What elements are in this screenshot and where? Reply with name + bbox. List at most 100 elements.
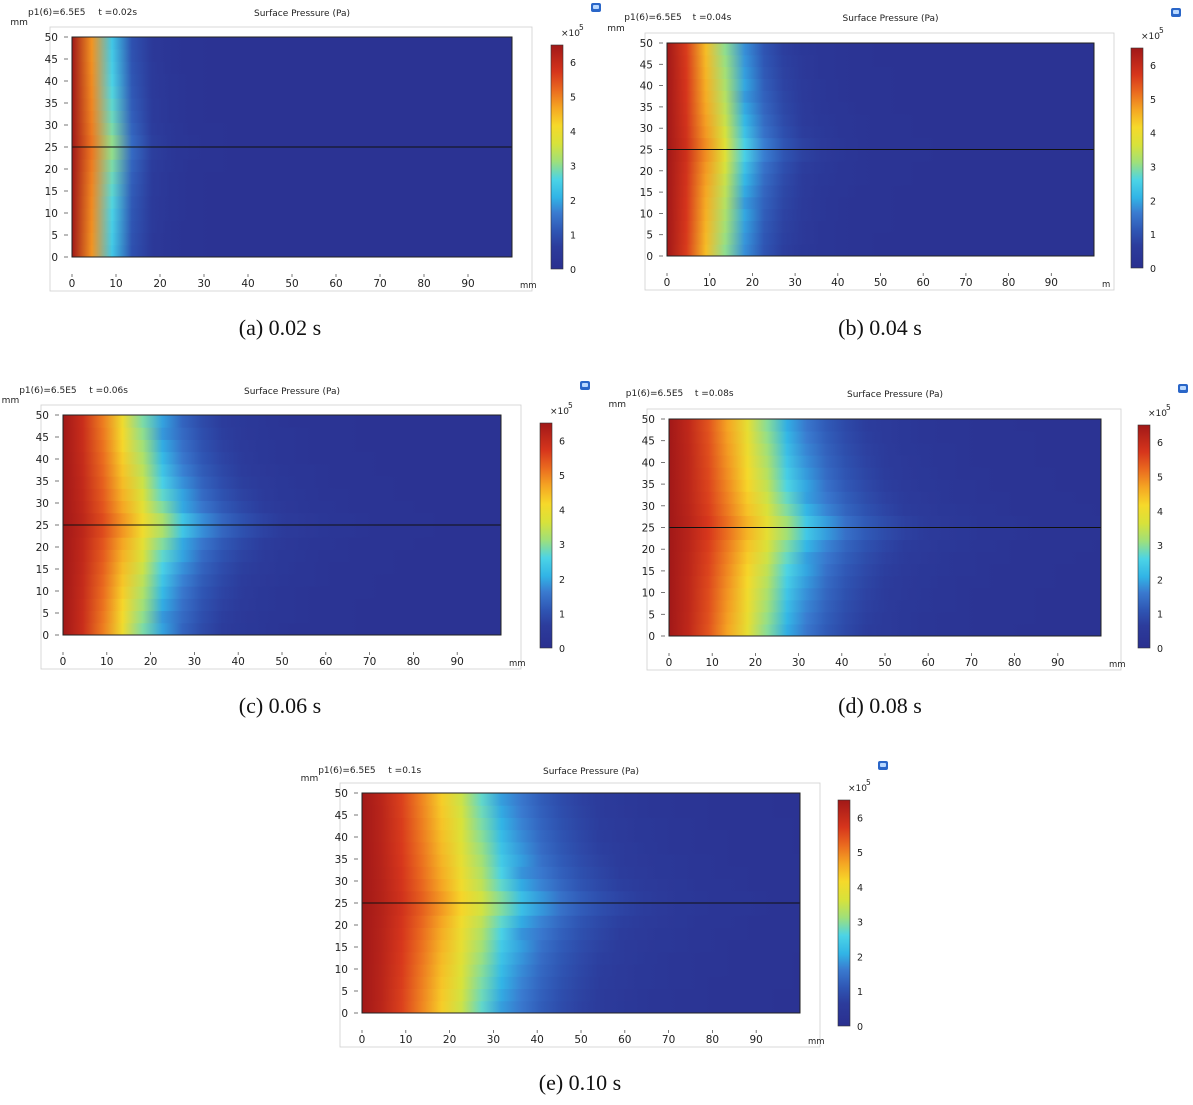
x-unit-label: mm [808, 1037, 825, 1047]
y-tick-label: 30 [642, 501, 655, 513]
x-tick-label: 40 [835, 657, 848, 669]
y-tick-label: 50 [640, 38, 653, 50]
axes-box [339, 782, 821, 1048]
x-tick-label: 40 [831, 277, 844, 289]
y-unit-label: mm [10, 18, 28, 28]
x-tick-label: 70 [662, 1034, 675, 1046]
colorbar-tick-label: 6 [857, 813, 863, 824]
colorbar-tick-label: 6 [570, 58, 576, 69]
y-tick-label: 0 [648, 631, 655, 643]
y-tick-label: 35 [36, 476, 49, 488]
x-tick-label: 80 [407, 656, 420, 668]
y-tick-label: 35 [642, 479, 655, 491]
x-tick-label: 70 [965, 657, 978, 669]
y-tick-label: 15 [45, 186, 58, 198]
x-tick-label: 90 [1051, 657, 1064, 669]
colorbar-tick-label: 6 [1157, 438, 1163, 449]
y-tick-label: 45 [36, 432, 49, 444]
field-strip [362, 878, 800, 892]
colorbar-tick-label: 3 [1157, 541, 1163, 552]
x-tick-label: 90 [461, 278, 474, 290]
colorbar-multiplier: ×10 [1141, 32, 1160, 42]
x-tick-label: 80 [1002, 277, 1015, 289]
plot-title: Surface Pressure (Pa) [843, 14, 939, 24]
colorbar-tick-label: 1 [1157, 610, 1163, 621]
y-tick-label: 10 [45, 208, 58, 220]
y-tick-label: 35 [640, 102, 653, 114]
field-strip [72, 232, 512, 246]
x-tick-label: 50 [878, 657, 891, 669]
y-tick-label: 35 [335, 854, 348, 866]
x-tick-label: 70 [363, 656, 376, 668]
field-strip [63, 524, 501, 538]
y-tick-label: 15 [335, 942, 348, 954]
plot-title: Surface Pressure (Pa) [543, 767, 639, 777]
field-strip [72, 37, 512, 50]
colorbar [837, 799, 851, 1027]
field-strip [667, 149, 1094, 162]
colorbar-tick-label: 3 [1150, 162, 1156, 173]
y-tick-label: 45 [640, 59, 653, 71]
plot-title: Surface Pressure (Pa) [254, 9, 350, 19]
x-tick-label: 80 [706, 1034, 719, 1046]
field-strip [362, 853, 800, 867]
field-strip [669, 454, 1101, 468]
x-tick-label: 80 [417, 278, 430, 290]
y-tick-label: 0 [341, 1008, 348, 1020]
colorbar-tick-label: 2 [857, 952, 863, 963]
colorbar-tick-label: 0 [570, 265, 576, 276]
panel-d: p1(6)=6.5E5 t =0.08s Surface Pressure (Pa)… [609, 384, 1188, 718]
field-strip [362, 926, 800, 941]
y-tick-label: 45 [642, 436, 655, 448]
field-strip [362, 865, 800, 880]
x-tick-label: 0 [60, 656, 67, 668]
panel-caption: (d) 0.08 s [838, 693, 922, 718]
y-tick-label: 30 [335, 876, 348, 888]
colorbar-tick-label: 2 [1157, 575, 1163, 586]
field-strip [72, 183, 512, 197]
y-tick-label: 15 [640, 187, 653, 199]
x-tick-label: 30 [487, 1034, 500, 1046]
colorbar-tick-label: 6 [1150, 61, 1156, 72]
x-tick-label: 40 [232, 656, 245, 668]
x-tick-label: 10 [703, 277, 716, 289]
colorbar-multiplier: ×10 [550, 407, 569, 417]
field-strip [63, 548, 501, 563]
field-strip [667, 160, 1094, 174]
panel-b: p1(6)=6.5E5 t =0.04s Surface Pressure (Pa)… [607, 8, 1181, 340]
field-strip [63, 500, 501, 514]
x-unit-label: mm [1109, 660, 1126, 670]
y-tick-label: 25 [642, 523, 655, 535]
colorbar-exponent: 5 [579, 23, 584, 32]
field-strip [362, 963, 800, 977]
colorbar-exponent: 5 [568, 401, 573, 410]
x-tick-label: 90 [451, 656, 464, 668]
axes-box [644, 32, 1115, 291]
y-tick-label: 30 [45, 120, 58, 132]
field-strip [63, 512, 501, 526]
x-tick-label: 70 [373, 278, 386, 290]
colorbar-tick-label: 4 [857, 883, 863, 894]
parameter-label: p1(6)=6.5E5 [624, 13, 681, 23]
time-label: t =0.06s [89, 386, 128, 396]
panel-c: p1(6)=6.5E5 t =0.06s Surface Pressure (Pa)… [2, 381, 590, 718]
x-tick-label: 0 [359, 1034, 366, 1046]
y-tick-label: 5 [646, 230, 653, 242]
field-strip [63, 475, 501, 489]
field-strip [669, 502, 1101, 516]
panel-e: p1(6)=6.5E5 t =0.1s Surface Pressure (Pa) m… [301, 761, 888, 1095]
field-strip [669, 551, 1101, 565]
colorbar [539, 422, 553, 649]
pressure-field [667, 43, 1094, 256]
colorbar-tick-label: 0 [1157, 644, 1163, 655]
field-strip [362, 816, 800, 831]
colorbar-exponent: 5 [1166, 403, 1171, 412]
field-strip [72, 219, 512, 234]
field-strip [63, 463, 501, 477]
colorbar-tick-label: 5 [1150, 95, 1156, 106]
field-strip [667, 101, 1094, 115]
colorbar-tick-label: 2 [559, 575, 565, 586]
colorbar-tick-label: 0 [1150, 264, 1156, 275]
field-strip [667, 89, 1094, 103]
pressure-field [63, 415, 501, 635]
